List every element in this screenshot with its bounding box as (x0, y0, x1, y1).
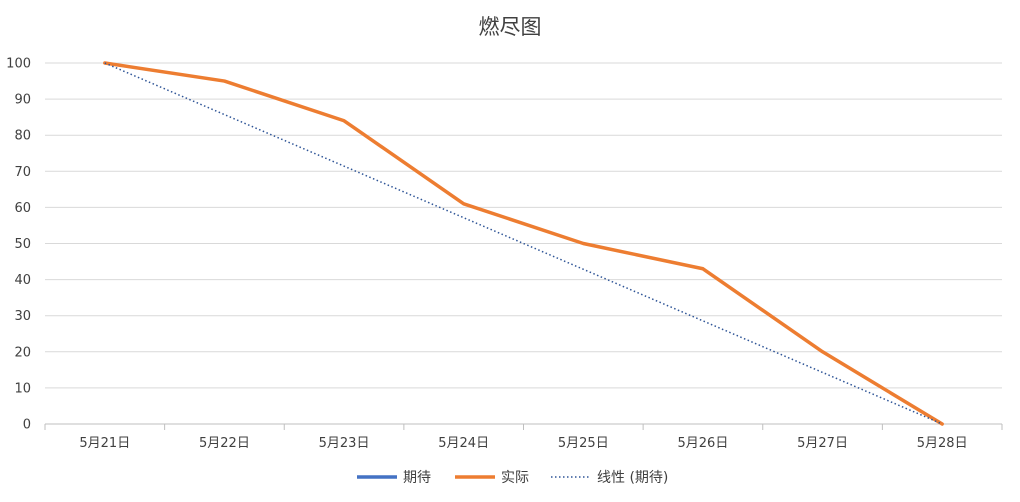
x-tick-label: 5月21日 (79, 436, 130, 451)
y-tick-label: 30 (14, 309, 31, 324)
y-tick-label: 40 (14, 273, 31, 288)
x-tick-label: 5月23日 (319, 436, 370, 451)
x-tick-label: 5月28日 (917, 436, 968, 451)
x-tick-label: 5月26日 (678, 436, 729, 451)
x-tick-label: 5月27日 (797, 436, 848, 451)
legend-item-actual: 实际 (455, 470, 529, 486)
gridlines (45, 62, 1002, 389)
y-tick-label: 60 (14, 201, 31, 216)
chart-title: 燃尽图 (479, 15, 542, 39)
legend-item-expected: 期待 (357, 470, 431, 486)
y-tick-label: 70 (14, 165, 31, 180)
x-tick-label: 5月22日 (199, 436, 250, 451)
legend-label: 线性 (期待) (597, 470, 668, 486)
axes: 0 10 20 30 40 50 60 70 80 90 100 5月21日 5月22日 5月23日 5月2… (6, 57, 1003, 451)
legend-label: 期待 (403, 470, 431, 486)
y-tick-label: 100 (6, 57, 31, 72)
y-tick-label: 50 (14, 237, 31, 252)
y-tick-label: 90 (14, 93, 31, 108)
x-tick-label: 5月25日 (558, 436, 609, 451)
y-tick-label: 20 (14, 345, 31, 360)
y-tick-label: 80 (14, 129, 31, 144)
y-tick-label: 0 (23, 418, 31, 433)
y-tick-label: 10 (14, 381, 31, 396)
legend: 期待 实际 线性 (期待) (357, 470, 668, 486)
x-tick-label: 5月24日 (438, 436, 489, 451)
legend-item-trendline: 线性 (期待) (551, 470, 668, 486)
series-layer (103, 61, 944, 426)
series-line-actual (103, 61, 944, 426)
legend-label: 实际 (501, 470, 529, 486)
